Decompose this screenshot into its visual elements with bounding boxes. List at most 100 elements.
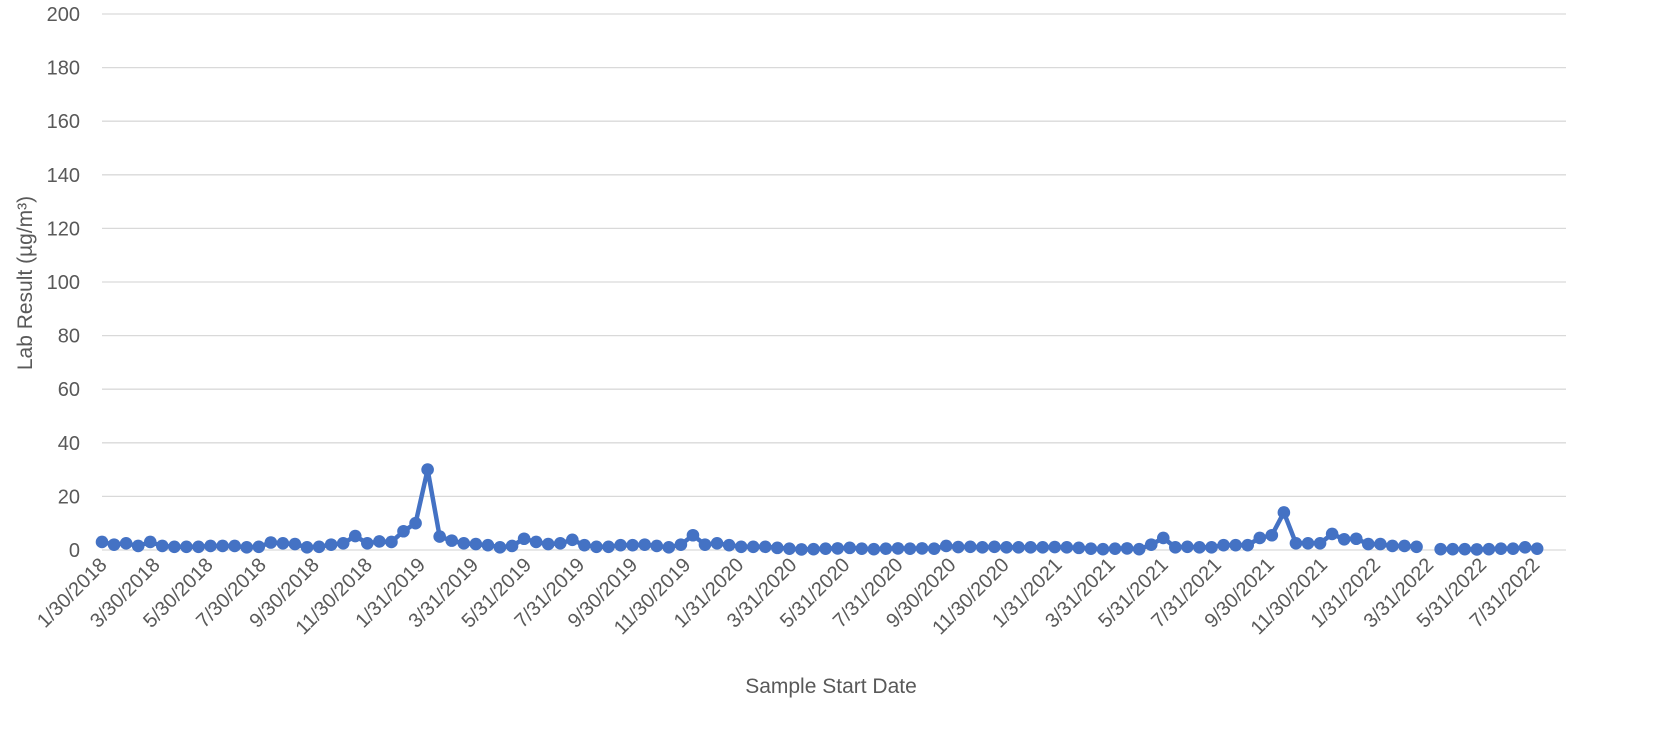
data-point [867,542,881,556]
data-point [903,542,917,555]
data-point [638,538,651,551]
data-point [1349,532,1363,546]
data-point [180,540,193,554]
data-point [1169,541,1182,554]
data-point [1518,541,1532,554]
data-point [1362,537,1375,551]
data-point [264,536,278,549]
data-point [746,540,760,554]
data-point [686,528,700,542]
data-point [1301,537,1315,550]
y-axis-tick-labels: 0 20 40 60 80 100 120 140 160 180 200 [47,4,80,562]
data-point [1470,543,1484,556]
data-point [590,540,603,554]
data-point [1072,541,1086,555]
data-point [891,542,905,555]
data-point [1036,541,1049,554]
data-point [1181,540,1194,554]
data-point [626,538,639,552]
data-point [505,539,519,553]
data-point [216,539,229,553]
data-point [433,530,446,543]
data-point [614,538,627,552]
data-point [1253,531,1267,545]
data-point [493,541,507,554]
series-lab-result [95,463,1544,556]
data-point [855,542,869,555]
data-point [373,535,386,548]
data-point [1217,538,1230,552]
data-point [276,537,290,550]
y-tick-label: 40 [58,433,80,455]
data-point [119,537,133,550]
data-point [915,542,929,555]
data-point [879,542,893,555]
data-point [1193,541,1206,554]
data-point [1096,542,1110,556]
data-point [517,532,531,546]
data-point [1265,528,1279,542]
data-point [1108,542,1122,555]
data-point [698,538,712,551]
data-point [409,516,422,530]
y-tick-label: 120 [47,218,80,240]
data-point [976,541,989,554]
data-point [1434,542,1447,556]
data-point [843,541,857,555]
data-point [421,463,434,476]
y-tick-label: 100 [47,272,80,294]
data-point [252,540,266,554]
data-point [312,540,326,554]
data-point [1386,539,1399,553]
data-point [1132,542,1146,556]
data-point [988,540,1001,554]
x-axis-title: Sample Start Date [745,675,917,698]
data-point [529,535,543,549]
x-axis-tick-labels: 1/30/20183/30/20185/30/20187/30/20189/30… [33,554,1544,639]
data-point [168,540,181,554]
data-point [807,542,820,556]
data-point [240,541,254,554]
data-point [1398,539,1411,553]
data-point [674,538,688,551]
data-point [771,541,784,555]
data-point [650,539,664,553]
data-point [288,537,302,551]
data-point [1205,541,1218,554]
data-point [1506,542,1520,555]
data-point [819,542,832,555]
data-point [578,538,591,552]
gridlines [102,13,1566,551]
data-point [1000,541,1013,554]
data-point [1084,542,1098,555]
data-point [1325,527,1339,541]
data-point [1289,537,1303,550]
data-point [1313,537,1327,550]
data-point [927,542,941,555]
data-point [397,524,410,538]
data-point [566,533,579,547]
data-point [95,535,109,549]
data-point [1337,532,1351,546]
data-point [1024,541,1037,554]
data-point [336,537,350,550]
data-point [795,543,808,556]
data-point [131,539,145,553]
data-point [553,537,567,550]
data-point [602,540,615,554]
data-point [1446,542,1460,556]
data-point [1530,542,1544,555]
data-point [939,539,953,553]
data-point [1277,506,1291,519]
data-point [1156,531,1170,545]
y-tick-label: 80 [58,326,80,348]
y-tick-label: 140 [47,165,80,187]
data-point [1482,542,1496,556]
data-point [722,538,736,552]
data-point [469,537,483,551]
data-point [1012,541,1025,554]
data-point [783,542,796,555]
data-point [1458,542,1472,556]
